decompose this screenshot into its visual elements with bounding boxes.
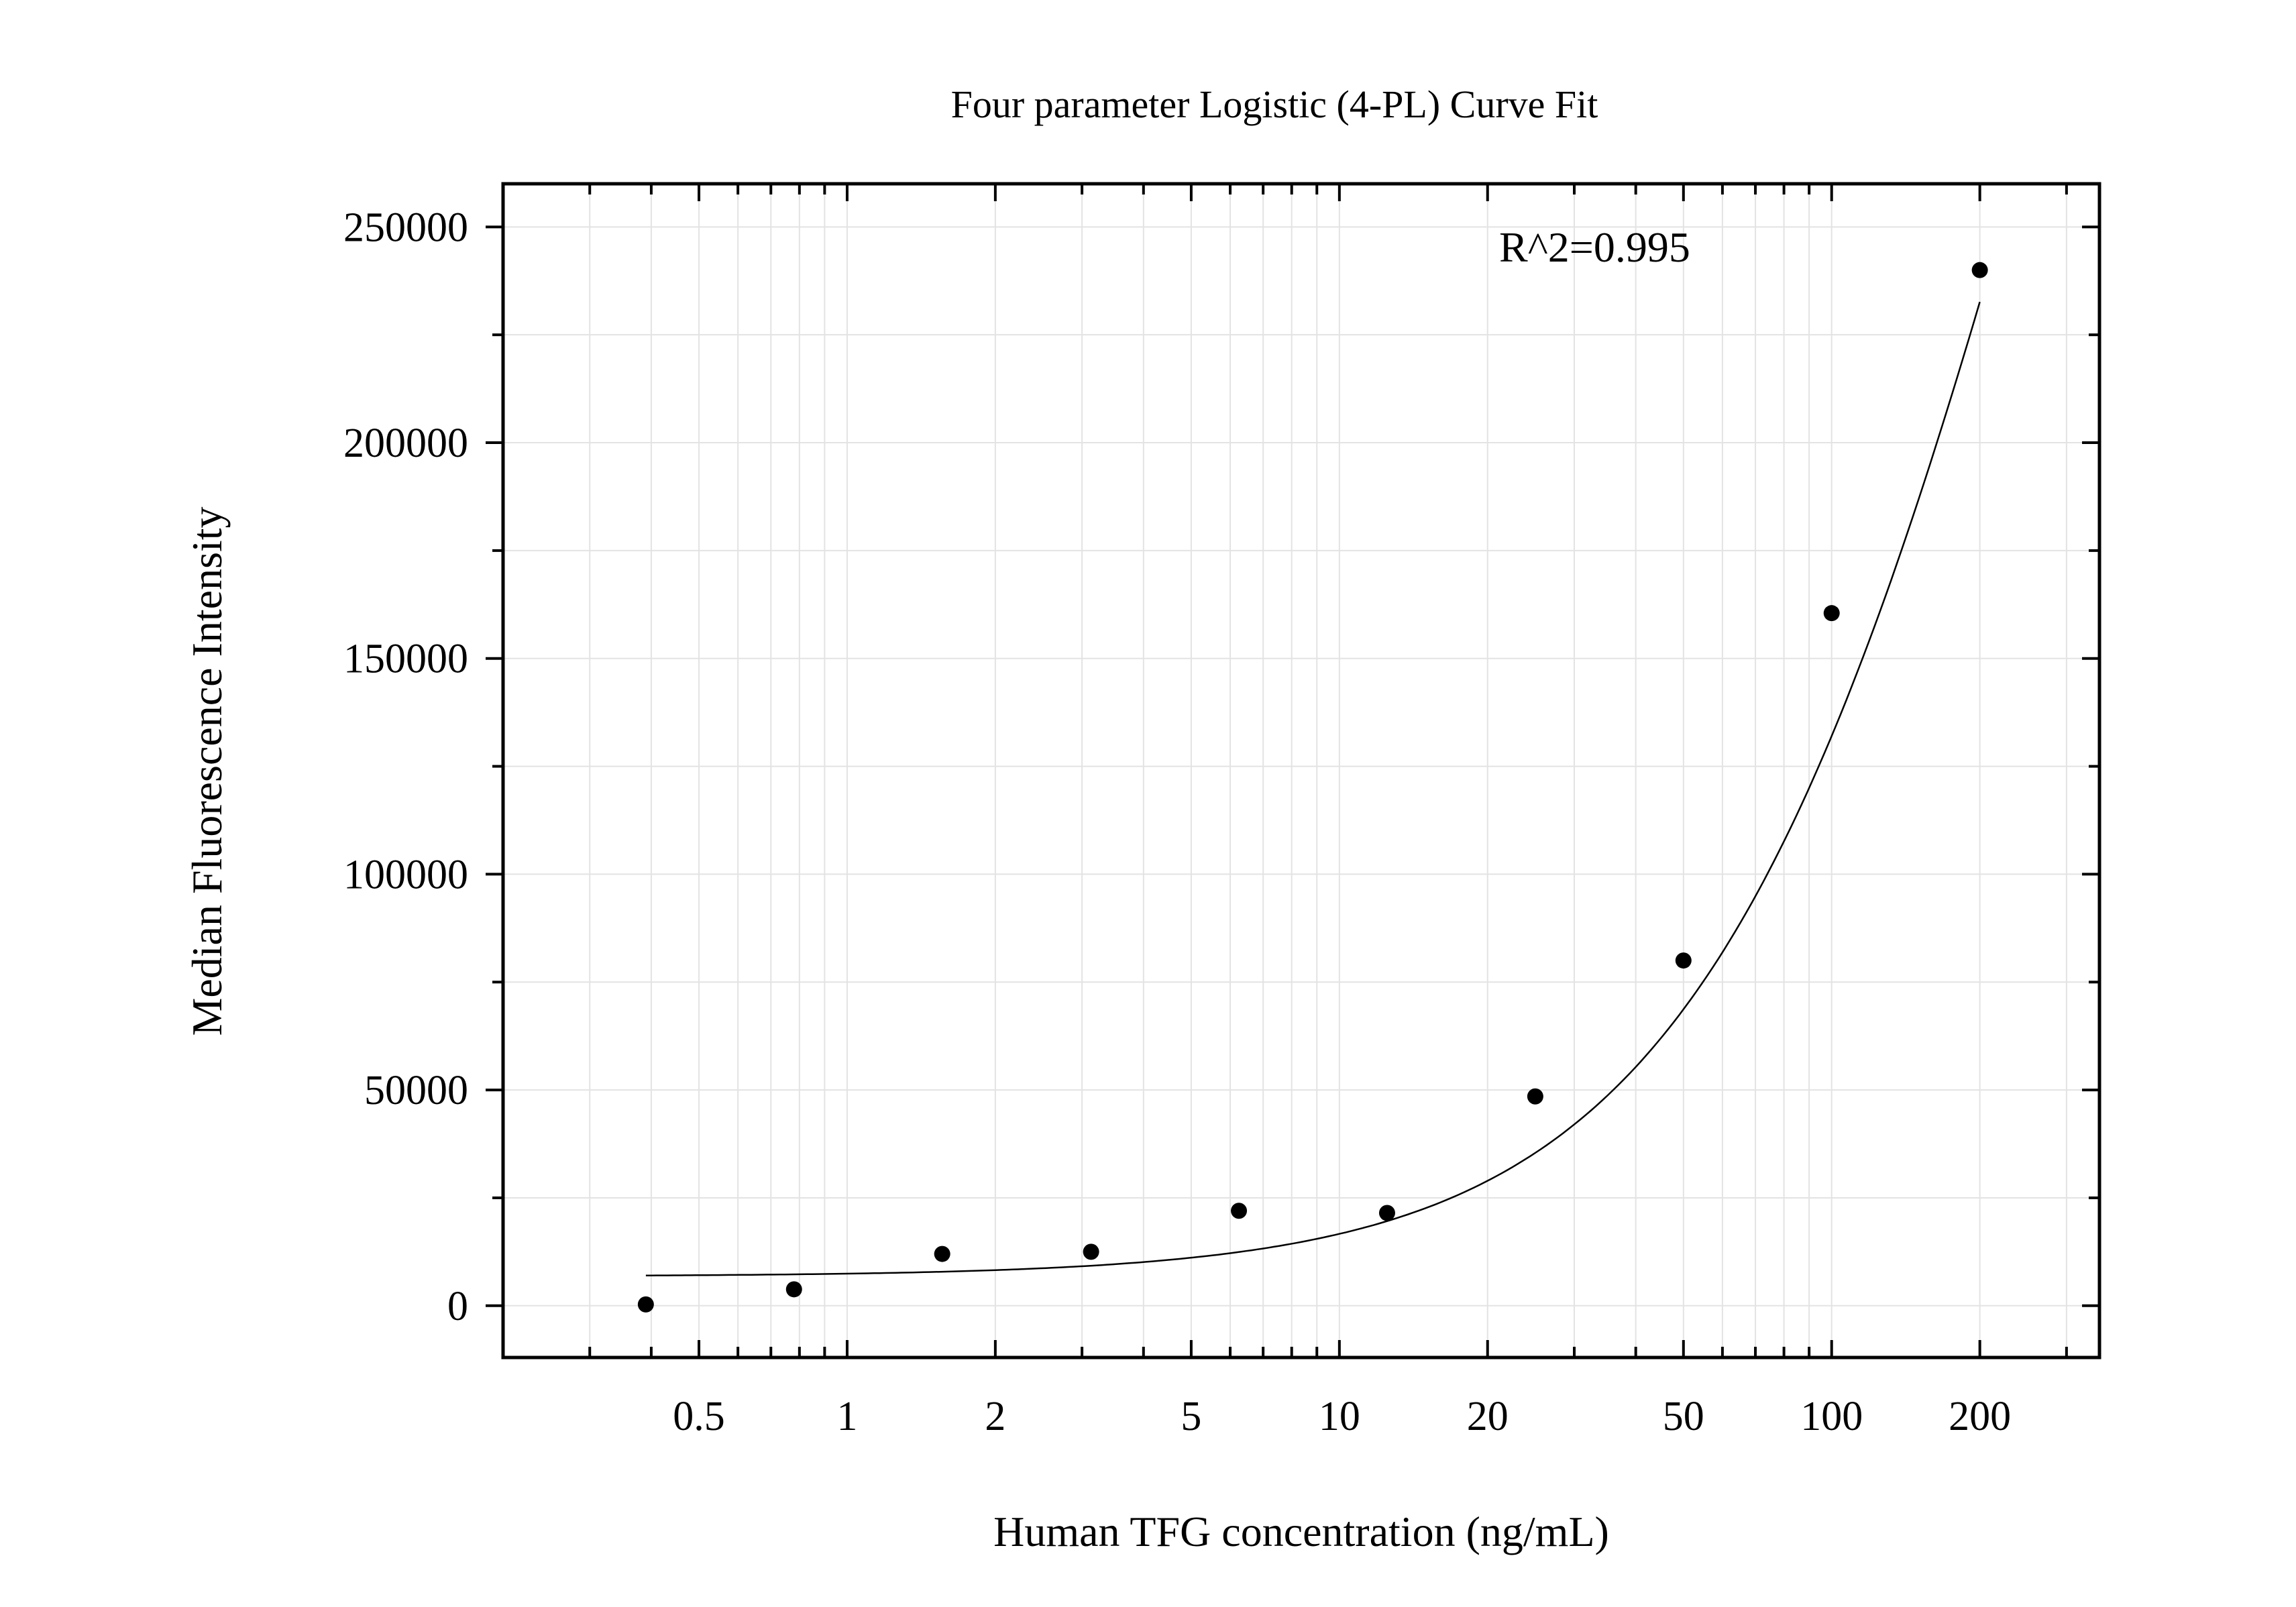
x-tick-label: 200 [1949,1394,2011,1439]
x-tick-labels: 0.5 1 2 5 10 20 50 100 200 [673,1394,2011,1439]
chart-title: Four parameter Logistic (4-PL) Curve Fit [951,82,1598,126]
x-tick-label: 2 [985,1394,1005,1439]
y-tick-label: 100000 [343,852,468,897]
plot-frame [501,182,2101,1360]
data-points [637,262,1988,1313]
y-tick-labels: 0 50000 100000 150000 200000 250000 [343,205,468,1329]
data-point [637,1296,654,1313]
data-point [1675,952,1692,969]
y-axis-label: Median Fluorescence Intensity [183,506,231,1036]
data-point [934,1245,950,1262]
r-squared-annotation: R^2=0.995 [1499,223,1690,271]
data-point [1231,1203,1248,1219]
fit-curve-layer [645,301,1981,1276]
data-point [1527,1088,1543,1105]
x-tick-label: 1 [836,1394,857,1439]
y-tick-label: 0 [447,1284,468,1329]
x-axis-label: Human TFG concentration (ng/mL) [993,1508,1609,1555]
data-point [1083,1243,1099,1260]
data-point [1971,262,1988,278]
fit-curve [645,301,1981,1276]
x-tick-label: 5 [1181,1394,1201,1439]
y-tick-label: 50000 [364,1068,468,1113]
data-point [1378,1205,1395,1221]
grid [502,184,2099,1357]
data-point [785,1281,802,1298]
x-tick-label: 10 [1319,1394,1360,1439]
axis-ticks [486,184,2099,1357]
y-tick-label: 200000 [343,421,468,466]
x-tick-label: 50 [1663,1394,1704,1439]
y-tick-label: 150000 [343,636,468,682]
x-tick-label: 0.5 [673,1394,725,1439]
x-tick-label: 100 [1800,1394,1863,1439]
x-tick-label: 20 [1467,1394,1509,1439]
data-point [1823,605,1840,622]
y-tick-label: 250000 [343,205,468,250]
